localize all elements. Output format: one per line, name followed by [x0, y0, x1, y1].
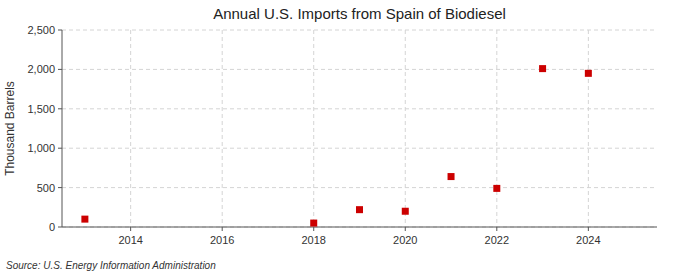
- grid-line: [588, 30, 589, 227]
- title: Annual U.S. Imports from Spain of Biodie…: [213, 5, 506, 22]
- tick-label: 1,000: [27, 142, 55, 154]
- grid-line: [405, 30, 406, 227]
- tick-mark: [313, 227, 314, 231]
- grid: [62, 30, 657, 227]
- grid-line: [130, 30, 131, 227]
- tick-mark: [496, 227, 497, 231]
- point: [493, 185, 500, 192]
- tick-label: 2022: [485, 234, 509, 246]
- tick-label: 2020: [393, 234, 417, 246]
- chart: 0 500 1,000 1,500 2,000 2,500 2014 2016 2018 2020…: [0, 0, 675, 275]
- grid-line: [313, 30, 314, 227]
- grid-line: [222, 30, 223, 227]
- y-axis-line: [62, 30, 63, 227]
- point: [539, 65, 546, 72]
- tick-mark: [58, 108, 62, 109]
- tick-mark: [58, 69, 62, 70]
- tick-label: 2014: [118, 234, 142, 246]
- axes: 0 500 1,000 1,500 2,000 2,500 2014 2016 2018 2020…: [27, 24, 657, 246]
- chart-container: 0 500 1,000 1,500 2,000 2,500 2014 2016 2018 2020…: [0, 0, 675, 275]
- tick-label: 2024: [576, 234, 600, 246]
- tick-mark: [58, 187, 62, 188]
- tick-label: 0: [49, 221, 55, 233]
- grid-line: [62, 69, 657, 70]
- tick-label: 2018: [301, 234, 325, 246]
- point: [448, 173, 455, 180]
- points: [81, 65, 591, 226]
- tick-label: 1,500: [27, 103, 55, 115]
- tick-mark: [58, 227, 62, 228]
- y-axis-label: Thousand Barrels: [3, 81, 17, 176]
- tick-mark: [405, 227, 406, 231]
- tick-label: 2016: [210, 234, 234, 246]
- tick-mark: [588, 227, 589, 231]
- point: [81, 216, 88, 223]
- grid-line: [62, 30, 657, 31]
- tick-label: 2,500: [27, 24, 55, 36]
- x-axis-line: [62, 227, 657, 228]
- tick-label: 2,000: [27, 63, 55, 75]
- grid-line: [496, 30, 497, 227]
- source-note: Source: U.S. Energy Information Administ…: [6, 260, 216, 271]
- tick-mark: [58, 148, 62, 149]
- tick-mark: [130, 227, 131, 231]
- grid-line: [62, 148, 657, 149]
- grid-line: [62, 187, 657, 188]
- tick-mark: [58, 30, 62, 31]
- grid-line: [62, 108, 657, 109]
- point: [585, 70, 592, 77]
- tick-label: 500: [37, 182, 55, 194]
- grid-line: [62, 227, 657, 228]
- tick-mark: [222, 227, 223, 231]
- point: [310, 220, 317, 227]
- point: [402, 208, 409, 215]
- point: [356, 206, 363, 213]
